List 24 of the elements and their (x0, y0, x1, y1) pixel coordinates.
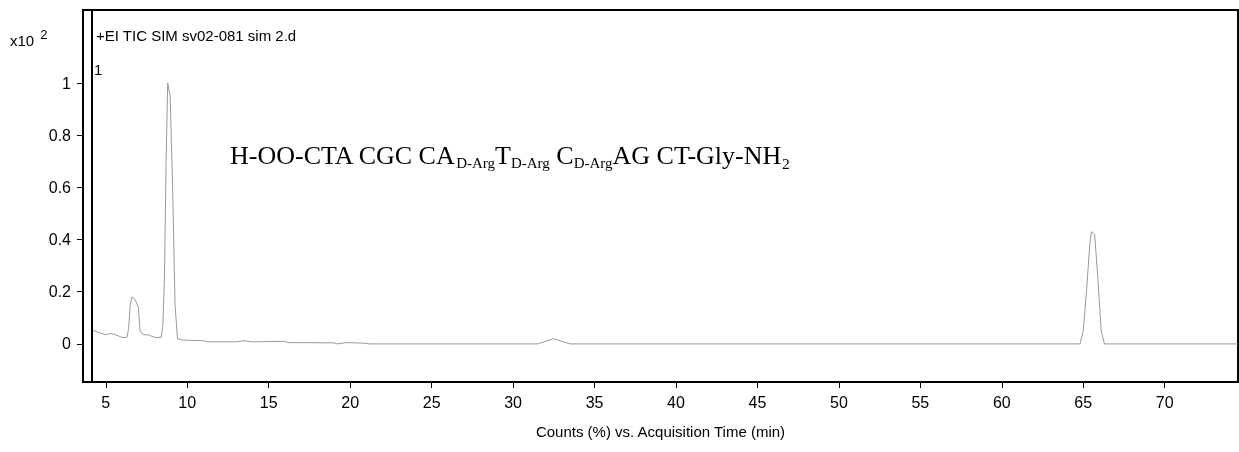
y-tick-label: 0 (62, 335, 72, 353)
x-tick-label: 65 (1074, 393, 1093, 411)
x-tick-label: 60 (992, 393, 1011, 411)
y-tick-label: 0.8 (48, 126, 72, 144)
y-tick-label: 0.6 (48, 178, 72, 196)
y-tick-label: 1 (62, 74, 72, 92)
y-tick-label: 0.2 (48, 283, 72, 301)
text: +EI TIC SIM sv02-081 sim 2.d (96, 27, 297, 44)
x-tick-label: 5 (101, 393, 111, 411)
x-axis-title: Counts (%) vs. Acquisition Time (min) (535, 423, 786, 440)
x-tick-label: 15 (259, 393, 278, 411)
x-tick-label: 35 (585, 393, 604, 411)
x-tick-label: 40 (667, 393, 685, 411)
x-tick-label: 30 (504, 393, 523, 411)
y-tick-label: 0.4 (48, 231, 72, 249)
line-series (91, 82, 1239, 345)
x-tick-label: 50 (829, 393, 848, 411)
x-tick-label: 25 (422, 393, 441, 411)
x-tick-label: 70 (1155, 393, 1174, 411)
x-tick-label: 55 (911, 393, 930, 411)
x-tick-label: 10 (178, 393, 197, 411)
x-tick-label: 20 (341, 393, 360, 411)
x-tick-label: 45 (748, 393, 767, 411)
annotation: 1 (94, 61, 103, 78)
